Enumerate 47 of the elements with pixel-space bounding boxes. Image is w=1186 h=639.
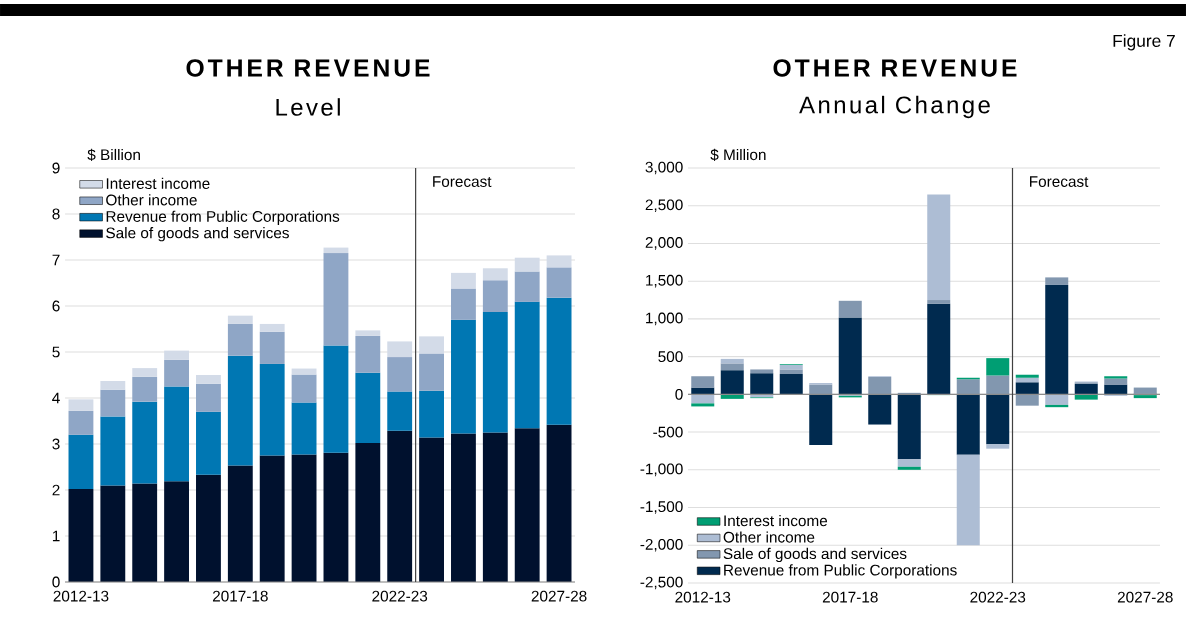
y-tick-label: 3 — [52, 438, 60, 450]
x-tick-label: 2027-28 — [1117, 591, 1173, 603]
y-axis-title: $ Million — [710, 148, 766, 162]
y-tick-label: 0 — [52, 576, 60, 588]
legend-label: Other income — [106, 194, 197, 206]
x-tick-label: 2022-23 — [970, 591, 1026, 603]
y-tick-label: 2,500 — [645, 199, 683, 213]
legend-label: Other income — [723, 531, 815, 543]
y-tick-label: 500 — [658, 351, 683, 363]
legend-label: Sale of goods and services — [723, 547, 907, 563]
legend-label: Revenue from Public Corporations — [106, 210, 340, 225]
x-tick-label: 2022-23 — [372, 590, 428, 602]
ref-line-label: Forecast — [433, 176, 492, 187]
y-tick-label: 6 — [52, 300, 60, 312]
ref-line-label: Forecast — [1030, 176, 1089, 187]
y-tick-label: 1 — [52, 530, 60, 542]
chart-subtitle: Annual Change — [799, 95, 990, 119]
y-tick-label: 1,500 — [646, 274, 683, 288]
chart-title: OTHER REVENUE — [186, 59, 430, 77]
y-tick-label: 2,000 — [645, 237, 683, 250]
y-tick-label: 7 — [52, 254, 60, 266]
y-tick-label: 0 — [675, 388, 683, 400]
chart-subtitle: Level — [276, 98, 340, 116]
chart-title: OTHER REVENUE — [773, 59, 1017, 77]
y-axis-title: $ Billion — [87, 148, 140, 162]
legend-label: Interest income — [106, 177, 210, 189]
legend-label: Revenue from Public Corporations — [724, 564, 957, 579]
y-tick-label: -1,500 — [640, 501, 683, 514]
y-tick-label: -1,000 — [640, 463, 683, 477]
x-tick-label: 2012-13 — [675, 591, 731, 603]
y-tick-label: 2 — [52, 484, 60, 496]
y-tick-label: 4 — [52, 392, 60, 404]
y-tick-label: -2,500 — [640, 576, 683, 590]
y-tick-label: 8 — [52, 208, 60, 220]
y-tick-label: 5 — [52, 346, 60, 358]
y-tick-label: 3,000 — [645, 161, 683, 175]
y-tick-label: -2,000 — [640, 538, 683, 552]
y-tick-label: 9 — [52, 162, 60, 174]
x-tick-label: 2017-18 — [822, 591, 878, 603]
caption: Figure 7 — [1113, 34, 1175, 51]
x-tick-label: 2027-28 — [531, 590, 587, 602]
x-tick-label: 2012-13 — [53, 590, 109, 602]
legend-label: Sale of goods and services — [106, 227, 289, 242]
y-tick-label: -500 — [653, 426, 683, 438]
y-tick-label: 1,000 — [646, 312, 683, 326]
x-tick-label: 2017-18 — [212, 590, 268, 602]
legend-label: Interest income — [724, 514, 828, 527]
